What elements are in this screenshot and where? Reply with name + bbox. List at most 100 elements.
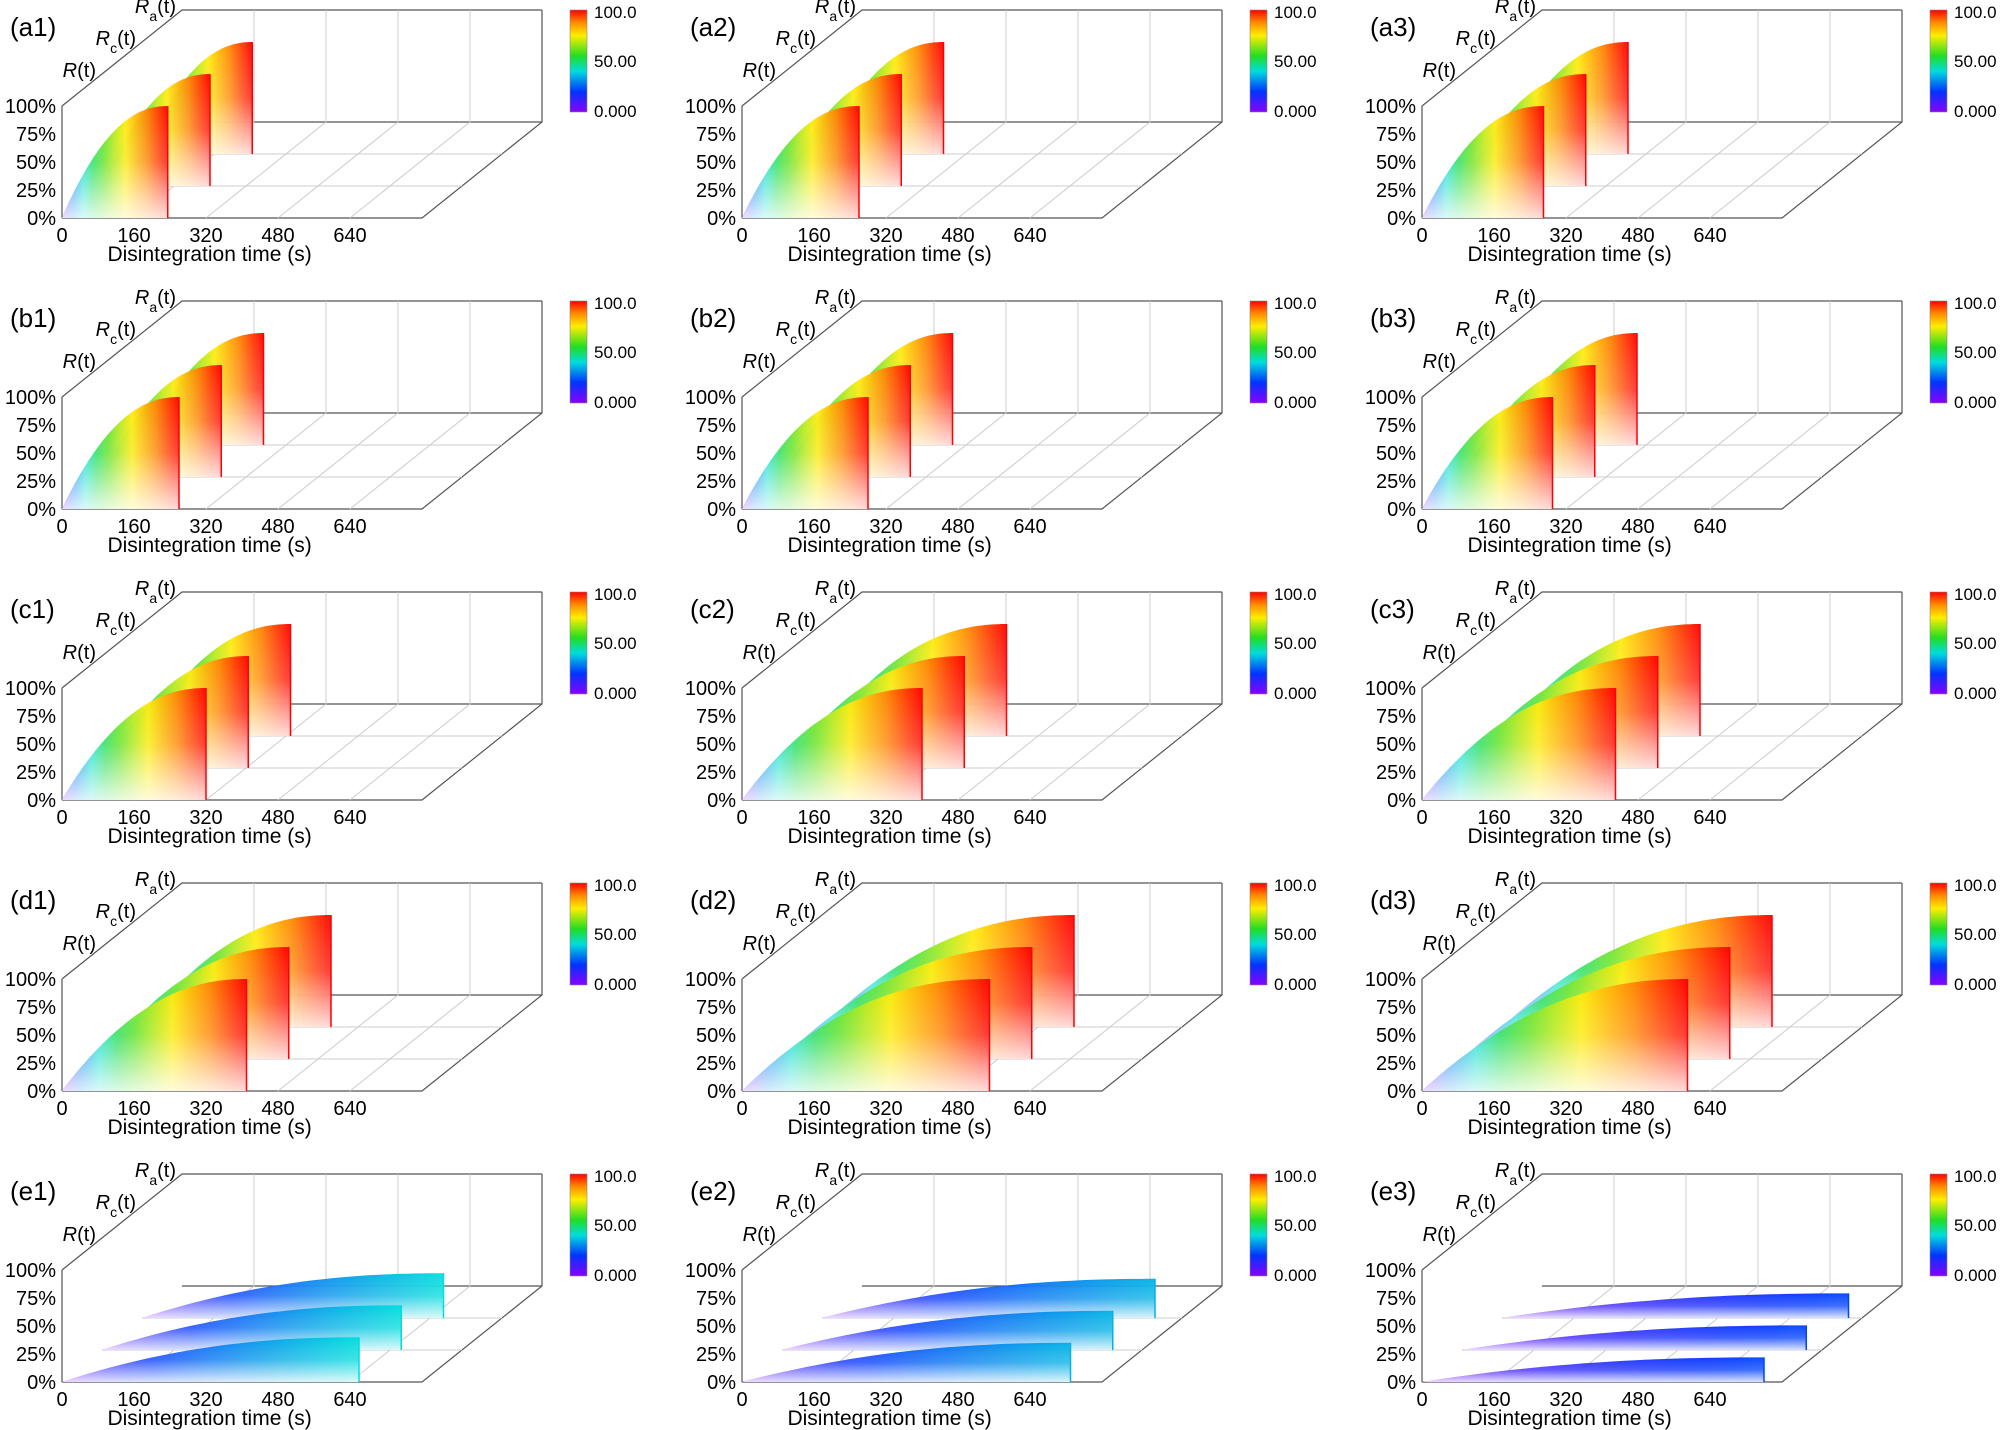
y-tick-label: 25% [696, 1344, 736, 1366]
y-tick-label: 100% [5, 387, 56, 409]
floor-gridline [349, 121, 471, 219]
y-tick-label: 0% [707, 499, 736, 521]
colorbar-mid-label: 50.00 [594, 1216, 637, 1235]
colorbar-mid-label: 50.00 [1274, 343, 1317, 362]
ribbon-shade [742, 1342, 1071, 1382]
panel-label: (a2) [690, 12, 736, 42]
x-tick-label: 160 [797, 225, 830, 247]
colorbar-max-label: 100.0 [1954, 876, 1997, 895]
y-tick-label: 0% [1387, 208, 1416, 230]
x-tick-label: 0 [1416, 225, 1427, 247]
colorbar-mid-label: 50.00 [594, 343, 637, 362]
x-tick-label: 640 [333, 1389, 366, 1411]
x-tick-label: 320 [189, 225, 222, 247]
x-tick-label: 0 [56, 225, 67, 247]
y-tick-label: 75% [16, 1288, 56, 1310]
floor-gridline [349, 994, 471, 1092]
colorbar-min-label: 0.000 [594, 975, 637, 994]
colorbar [1249, 300, 1268, 404]
series-label: Ra(t) [1495, 869, 1536, 897]
floor-gridline [349, 1285, 471, 1383]
y-tick-label: 100% [5, 969, 56, 991]
panel-b3: (b3) R(t)Rc(t) Ra(t) 0% 25% 50% 75% 100% 0 160 320… [1365, 287, 1997, 557]
axes-box [741, 882, 1223, 1092]
series-label: Ra(t) [1495, 1160, 1536, 1188]
series-label: Rc(t) [776, 319, 816, 347]
axes-box [741, 9, 1223, 219]
x-tick-label: 320 [869, 1098, 902, 1120]
x-tick-label: 320 [869, 807, 902, 829]
x-tick-label: 0 [56, 1389, 67, 1411]
axes-box [61, 300, 543, 510]
series-label: Ra(t) [815, 0, 856, 24]
y-tick-label: 100% [1365, 1260, 1416, 1282]
colorbar-mid-label: 50.00 [594, 925, 637, 944]
x-axis-title: Disintegration time (s) [787, 1116, 991, 1139]
y-tick-label: 75% [16, 124, 56, 146]
series-label: R(t) [1423, 1224, 1456, 1246]
panel-label: (d2) [690, 885, 736, 915]
floor-gridline [277, 994, 399, 1092]
x-tick-label: 480 [941, 225, 974, 247]
colorbar-mid-label: 50.00 [594, 52, 637, 71]
series-label: Ra(t) [135, 287, 176, 315]
y-tick-label: 100% [1365, 387, 1416, 409]
y-tick-label: 25% [1376, 762, 1416, 784]
series-label: Ra(t) [815, 869, 856, 897]
series-label: R(t) [1423, 642, 1456, 664]
panel-a2: (a2) R(t)Rc(t) Ra(t) 0% 25% 50% 75% 100% 0 160 320… [685, 0, 1317, 266]
x-tick-label: 640 [1693, 516, 1726, 538]
y-tick-label: 25% [696, 471, 736, 493]
y-tick-label: 100% [685, 1260, 736, 1282]
x-tick-label: 160 [1477, 516, 1510, 538]
y-tick-label: 0% [27, 499, 56, 521]
axes-box [61, 1173, 543, 1383]
colorbar-min-label: 0.000 [1954, 1266, 1997, 1285]
x-tick-label: 480 [941, 1098, 974, 1120]
y-tick-label: 25% [16, 180, 56, 202]
y-tick-label: 50% [16, 443, 56, 465]
y-tick-label: 0% [27, 790, 56, 812]
y-tick-label: 0% [707, 208, 736, 230]
colorbar-mid-label: 50.00 [1954, 343, 1997, 362]
y-tick-label: 100% [5, 1260, 56, 1282]
panel-a3: (a3) R(t)Rc(t) Ra(t) 0% 25% 50% 75% 100% 0 160 320… [1365, 0, 1997, 266]
ribbon-shade [62, 979, 247, 1091]
x-tick-label: 640 [1013, 225, 1046, 247]
x-tick-label: 160 [1477, 807, 1510, 829]
panel-label: (b2) [690, 303, 736, 333]
series-label: Rc(t) [1456, 610, 1496, 638]
floor-gridline [1029, 994, 1151, 1092]
axes-box [61, 591, 543, 801]
panel-b1: (b1) R(t)Rc(t) Ra(t) 0% 25% 50% 75% 100% 0 160 320… [5, 287, 637, 557]
colorbar-min-label: 0.000 [1954, 393, 1997, 412]
x-tick-label: 480 [261, 516, 294, 538]
ribbon-shade [1422, 979, 1688, 1091]
x-axis-title: Disintegration time (s) [1467, 825, 1671, 848]
panel-e1: (e1) R(t)Rc(t) Ra(t) 0% 25% 50% 75% 100% 0 160 320… [5, 1160, 637, 1430]
panel-e3: (e3) R(t)Rc(t) Ra(t) 0% 25% 50% 75% 100% 0 160 320… [1365, 1160, 1997, 1430]
series-label: R(t) [63, 933, 96, 955]
series-label: R(t) [743, 1224, 776, 1246]
y-tick-label: 100% [1365, 96, 1416, 118]
x-axis-title: Disintegration time (s) [1467, 243, 1671, 266]
colorbar-mid-label: 50.00 [1274, 634, 1317, 653]
series-label: Rc(t) [1456, 319, 1496, 347]
colorbar [569, 300, 588, 404]
x-tick-label: 640 [1693, 807, 1726, 829]
y-tick-label: 100% [685, 96, 736, 118]
colorbar-mid-label: 50.00 [594, 634, 637, 653]
x-tick-label: 0 [736, 516, 747, 538]
floor-gridline [957, 703, 1079, 801]
colorbar [1249, 882, 1268, 986]
ribbon-shade [62, 1337, 359, 1382]
y-tick-label: 50% [696, 443, 736, 465]
x-tick-label: 0 [736, 1389, 747, 1411]
y-tick-label: 25% [1376, 1344, 1416, 1366]
series-label: R(t) [63, 1224, 96, 1246]
y-tick-label: 50% [16, 1316, 56, 1338]
panel-label: (d1) [10, 885, 56, 915]
x-tick-label: 480 [1621, 1098, 1654, 1120]
panel-label: (b1) [10, 303, 56, 333]
x-tick-label: 320 [869, 516, 902, 538]
